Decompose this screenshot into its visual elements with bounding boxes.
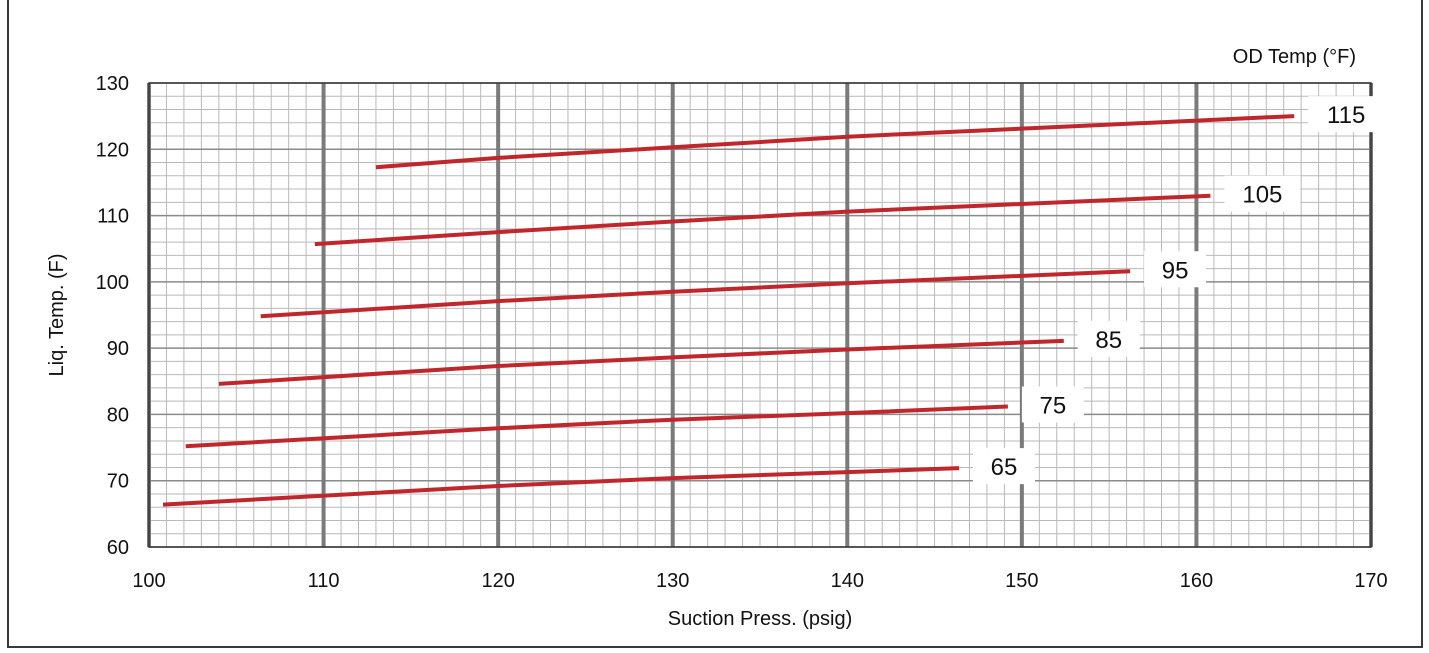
series-label-75: 75	[1040, 392, 1067, 419]
series-lines	[162, 114, 1295, 507]
series-line-65	[162, 466, 960, 507]
tick-labels: 100 110 120 130 140 150 160 170 60 70 80 90 100 110 12…	[96, 73, 1388, 592]
y-tick-label: 90	[107, 338, 129, 360]
x-tick-label: 150	[1005, 570, 1038, 592]
series-label-box-95	[1144, 251, 1207, 288]
series-line-105	[314, 193, 1211, 247]
y-tick-label: 70	[107, 471, 129, 493]
series-label-box-115	[1308, 96, 1385, 133]
x-tick-label: 140	[831, 570, 864, 592]
series-label-65: 65	[991, 454, 1018, 481]
series-line-85	[218, 338, 1064, 386]
series-label-115: 115	[1327, 102, 1365, 129]
series-label-box-75	[1021, 386, 1084, 423]
series-label-box-65	[973, 448, 1036, 485]
series-line-115	[375, 114, 1295, 170]
y-tick-label: 130	[96, 73, 129, 95]
y-tick-label: 100	[96, 272, 129, 294]
series-label-85: 85	[1095, 327, 1122, 354]
y-tick-label: 80	[107, 404, 129, 426]
x-tick-label: 120	[481, 570, 514, 592]
x-tick-label: 110	[308, 570, 340, 592]
chart-frame	[7, 0, 1423, 648]
x-tick-label: 130	[656, 570, 689, 592]
series-line-75	[185, 404, 1008, 449]
x-tick-label: 160	[1180, 570, 1213, 592]
grid	[147, 82, 1373, 548]
legend-title: OD Temp (°F)	[1233, 46, 1356, 68]
series-label-box-105	[1224, 175, 1301, 212]
y-tick-label: 110	[97, 206, 129, 228]
y-tick-label: 60	[107, 537, 129, 559]
series-label-105: 105	[1242, 182, 1282, 209]
series-label-95: 95	[1162, 257, 1189, 284]
series-labels: 65 75 85 95 105 115	[973, 96, 1385, 485]
series-label-box-85	[1077, 320, 1140, 357]
x-tick-label: 100	[132, 570, 165, 592]
x-axis-title: Suction Press. (psig)	[668, 608, 853, 630]
series-line-95	[260, 269, 1131, 319]
y-axis-title: Liq. Temp. (F)	[46, 254, 68, 377]
y-tick-label: 120	[96, 139, 129, 161]
x-tick-label: 170	[1354, 570, 1387, 592]
plot-area	[148, 82, 1372, 548]
